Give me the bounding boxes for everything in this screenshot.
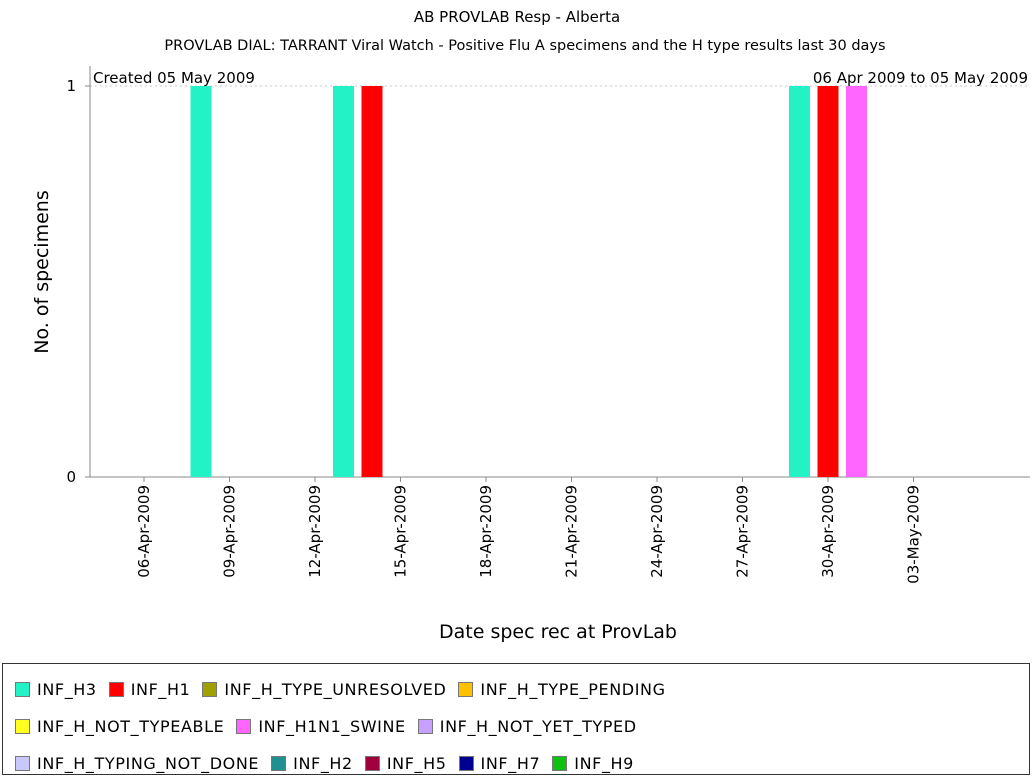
annotation-created: Created 05 May 2009 (93, 69, 255, 87)
bar (333, 86, 354, 477)
legend-item-inf-h-type-pending: INF_H_TYPE_PENDING (458, 680, 665, 699)
bar (817, 86, 839, 477)
bar (361, 86, 383, 477)
bar (789, 86, 810, 477)
annotation-date-range: 06 Apr 2009 to 05 May 2009 (813, 69, 1028, 87)
legend-swatch (236, 718, 252, 734)
legend-item-inf-h-not-typeable: INF_H_NOT_TYPEABLE (15, 717, 224, 736)
legend-swatch (108, 681, 124, 697)
legend-item-inf-h5: INF_H5 (364, 753, 447, 773)
x-tick-label: 24-Apr-2009 (648, 485, 666, 578)
legend-swatch (552, 755, 568, 771)
bar-chart: AB PROVLAB Resp - Alberta PROVLAB DIAL: … (31, 8, 1030, 643)
bar (846, 86, 867, 477)
legend-label: INF_H2 (293, 753, 353, 773)
plot-area: 0 1 06-Apr-2009 09-Apr-2009 12-Apr-2009 15-Ap… (66, 66, 1030, 584)
legend-row: INF_H3 INF_H1 INF_H_TYPE_UNRESOLVED INF_… (15, 677, 678, 701)
legend-item-inf-h3: INF_H3 (15, 680, 97, 699)
chart-title: AB PROVLAB Resp - Alberta (414, 8, 620, 26)
legend-swatch (458, 755, 474, 771)
legend-swatch (271, 755, 287, 771)
x-tick-label: 30-Apr-2009 (819, 485, 837, 578)
legend-swatch (458, 681, 474, 697)
y-axis-label: No. of specimens (31, 190, 53, 353)
legend-swatch (15, 755, 30, 771)
y-tick-label: 1 (66, 77, 76, 95)
legend-label: INF_H_TYPE_UNRESOLVED (224, 679, 447, 699)
x-tick-label: 09-Apr-2009 (221, 485, 239, 578)
legend: INF_H3 INF_H1 INF_H_TYPE_UNRESOLVED INF_… (2, 663, 1030, 775)
legend-item-inf-h-typing-not-done: INF_H_TYPING_NOT_DONE (15, 754, 259, 773)
legend-label: INF_H_TYPING_NOT_DONE (37, 753, 260, 773)
legend-label: INF_H3 (37, 679, 97, 699)
legend-label: INF_H_NOT_YET_TYPED (439, 716, 637, 736)
legend-label: INF_H5 (386, 753, 447, 773)
legend-label: INF_H7 (480, 753, 541, 773)
legend-swatch (15, 718, 30, 734)
chart-subtitle: PROVLAB DIAL: TARRANT Viral Watch - Posi… (164, 38, 885, 54)
x-tick-label: 06-Apr-2009 (135, 485, 153, 578)
legend-swatch (202, 681, 218, 697)
legend-label: INF_H1 (130, 679, 191, 699)
x-tick-label: 18-Apr-2009 (477, 485, 495, 578)
x-tick-label: 15-Apr-2009 (392, 485, 410, 578)
legend-item-inf-h7: INF_H7 (458, 753, 541, 773)
legend-item-inf-h9: INF_H9 (552, 754, 634, 773)
x-tick-label: 21-Apr-2009 (563, 485, 581, 578)
x-tick-label: 27-Apr-2009 (734, 485, 752, 578)
y-tick-label: 0 (66, 468, 76, 486)
legend-item-inf-h-type-unresolved: INF_H_TYPE_UNRESOLVED (202, 680, 446, 699)
legend-row: INF_H_TYPING_NOT_DONE INF_H2 INF_H5 INF_… (15, 751, 646, 775)
legend-item-inf-h1n1-swine: INF_H1N1_SWINE (236, 717, 405, 736)
legend-swatch (417, 718, 433, 734)
legend-row: INF_H_NOT_TYPEABLE INF_H1N1_SWINE INF_H_… (15, 714, 649, 738)
x-tick-label: 12-Apr-2009 (306, 485, 324, 578)
legend-label: INF_H_NOT_TYPEABLE (37, 716, 225, 736)
legend-swatch (15, 681, 30, 697)
bar (190, 86, 212, 477)
legend-item-inf-h2: INF_H2 (271, 754, 353, 773)
legend-label: INF_H_TYPE_PENDING (480, 679, 666, 699)
legend-label: INF_H9 (574, 753, 634, 773)
x-tick-label: 03-May-2009 (905, 485, 923, 584)
x-axis-label: Date spec rec at ProvLab (439, 621, 677, 643)
legend-item-inf-h1: INF_H1 (108, 679, 191, 699)
legend-swatch (364, 755, 380, 771)
legend-label: INF_H1N1_SWINE (258, 716, 406, 736)
legend-item-inf-h-not-yet-typed: INF_H_NOT_YET_TYPED (417, 716, 637, 736)
